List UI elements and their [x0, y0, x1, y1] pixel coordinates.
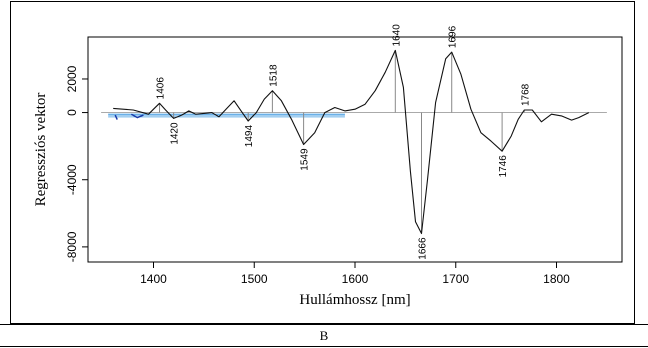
caption-divider	[0, 324, 648, 325]
regression-vector-line	[113, 49, 590, 235]
plot-area	[87, 36, 623, 263]
y-tick-label: 2000	[65, 65, 79, 92]
y-axis-label: Regressziós vektor	[33, 93, 49, 207]
x-tick-label: 1500	[241, 272, 268, 286]
bottom-divider	[0, 346, 648, 347]
peak-label: 1666	[417, 237, 428, 260]
peak-label: 1640	[391, 24, 402, 47]
peak-label: 1494	[244, 125, 255, 148]
figure-caption: B	[319, 328, 329, 343]
peak-label: 1746	[498, 155, 509, 178]
x-axis-label: Hullámhossz [nm]	[299, 292, 410, 308]
peak-label: 1420	[170, 122, 181, 145]
y-tick-label: -4000	[65, 164, 79, 195]
peak-label: 1549	[300, 148, 311, 171]
y-tick-label: -8000	[65, 231, 79, 262]
x-tick-label: 1600	[342, 272, 369, 286]
peak-label: 1518	[268, 64, 279, 87]
peak-label: 1406	[156, 77, 167, 100]
peak-label: 1696	[448, 25, 459, 48]
peak-label: 1768	[520, 83, 531, 106]
y-tick-label: 0	[65, 109, 79, 116]
x-tick-label: 1400	[140, 272, 167, 286]
figure-frame	[10, 1, 635, 324]
x-tick-label: 1700	[442, 272, 469, 286]
x-tick-label: 1800	[543, 272, 570, 286]
overlay-marks	[114, 113, 144, 120]
